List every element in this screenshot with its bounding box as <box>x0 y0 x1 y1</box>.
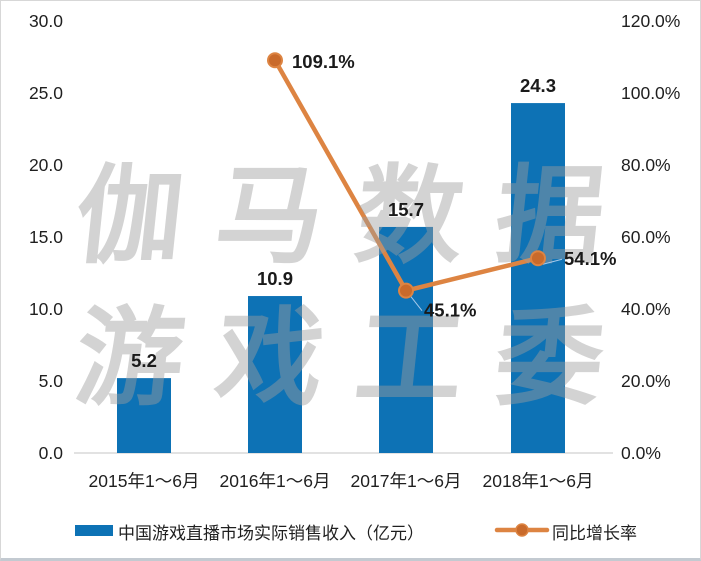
growth-marker <box>398 282 414 299</box>
legend-line-marker <box>515 523 529 537</box>
category-label: 2017年1～6月 <box>351 471 462 491</box>
legend-line-label: 同比增长率 <box>552 524 637 543</box>
bar-value-label: 5.2 <box>131 350 157 371</box>
right-axis-tick: 0.0% <box>621 443 661 463</box>
revenue-bar <box>379 226 433 453</box>
left-axis-tick: 15.0 <box>29 227 63 247</box>
legend-bar-swatch <box>75 525 113 536</box>
right-axis-tick: 80.0% <box>621 155 671 175</box>
right-axis-tick: 100.0% <box>621 83 680 103</box>
growth-marker <box>267 52 283 69</box>
left-axis-tick: 30.0 <box>29 11 63 31</box>
category-label: 2016年1～6月 <box>220 471 331 491</box>
growth-marker <box>530 250 546 267</box>
bar-value-label: 24.3 <box>520 75 556 96</box>
growth-value-label: 54.1% <box>564 248 616 269</box>
left-axis-tick: 0.0 <box>39 443 64 463</box>
right-axis-tick: 120.0% <box>621 11 680 31</box>
revenue-bar <box>248 296 302 453</box>
right-axis-tick: 40.0% <box>621 299 671 319</box>
left-axis-tick: 25.0 <box>29 83 63 103</box>
left-axis-tick: 5.0 <box>39 371 64 391</box>
watermark-line1: 伽马数据 <box>70 156 643 276</box>
legend-bar-label: 中国游戏直播市场实际销售收入（亿元） <box>118 524 424 543</box>
label-leader-line <box>410 296 423 311</box>
left-axis-tick: 20.0 <box>29 155 63 175</box>
growth-value-label: 45.1% <box>424 300 476 321</box>
left-axis-tick: 10.0 <box>29 299 63 319</box>
watermark-line2: 游戏工委 <box>70 298 643 418</box>
bar-value-label: 15.7 <box>388 199 424 220</box>
bar-value-label: 10.9 <box>257 268 293 289</box>
label-leader-line <box>542 258 563 265</box>
growth-value-label: 109.1% <box>292 51 355 72</box>
revenue-bar <box>511 103 565 453</box>
right-axis-tick: 60.0% <box>621 227 671 247</box>
category-label: 2018年1～6月 <box>483 471 594 491</box>
category-label: 2015年1～6月 <box>89 471 200 491</box>
revenue-bar <box>117 378 171 453</box>
right-axis-tick: 20.0% <box>621 371 671 391</box>
